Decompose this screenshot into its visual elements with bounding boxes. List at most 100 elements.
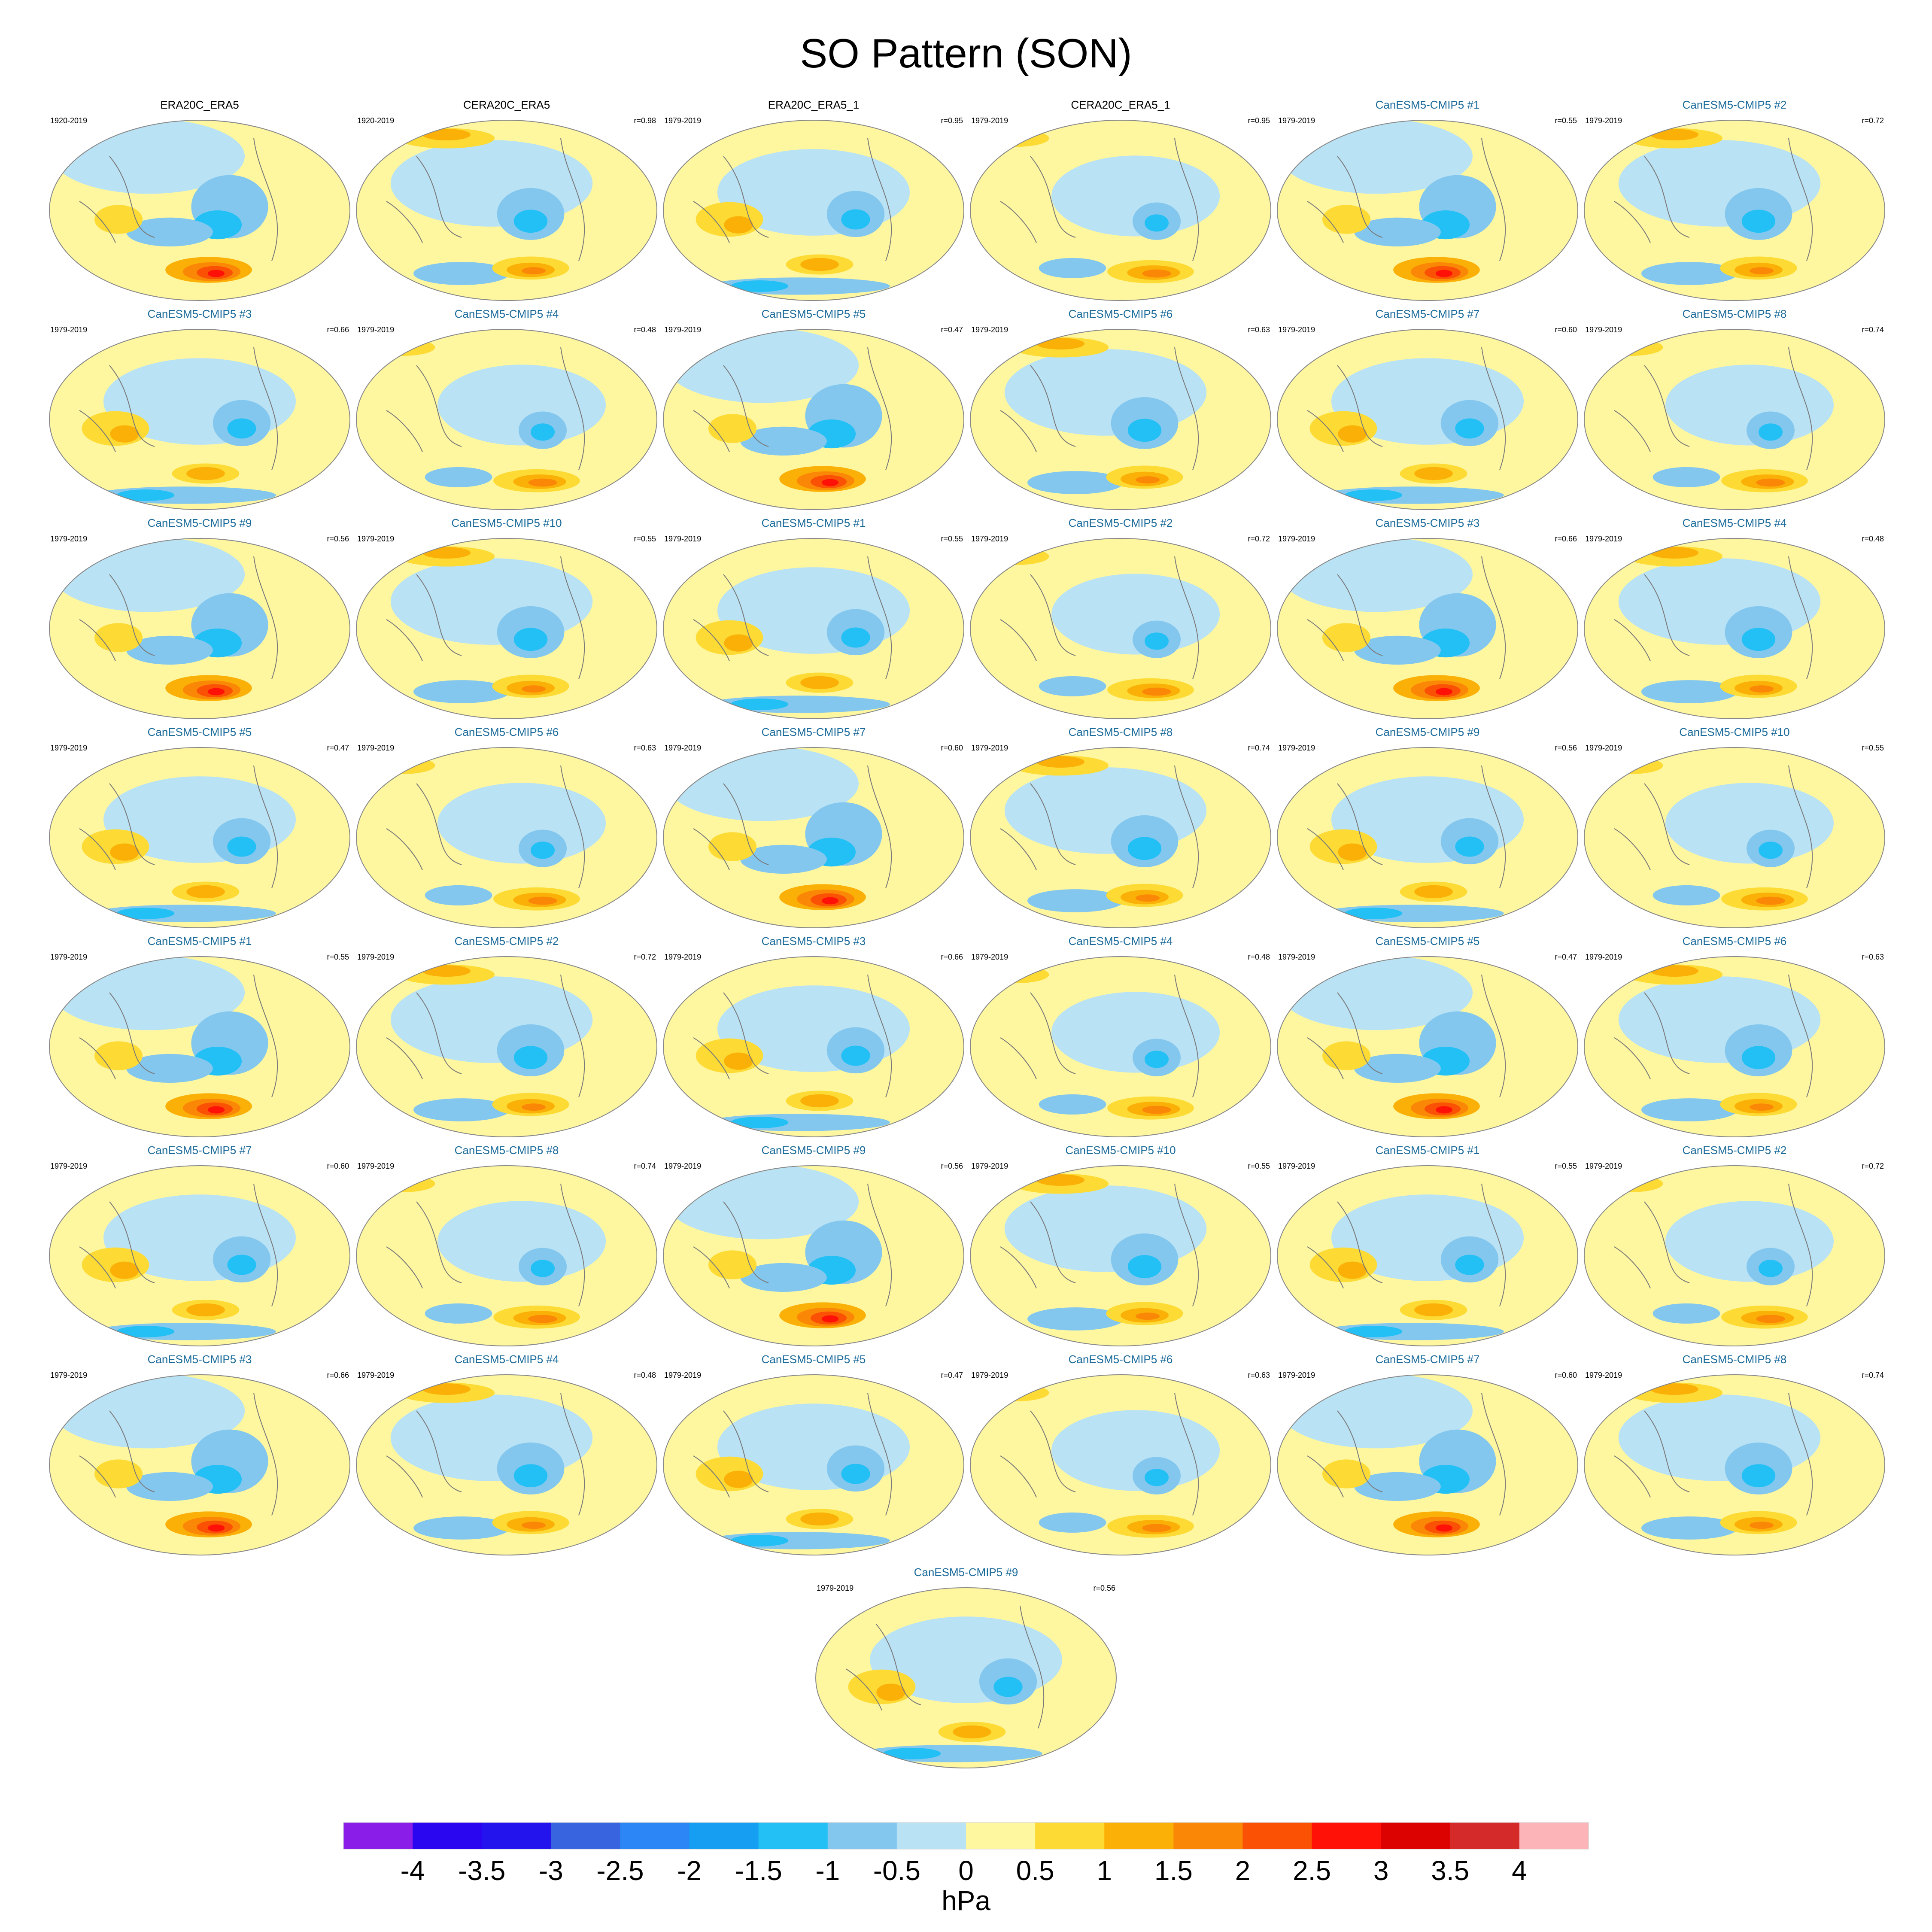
anomaly-contour [425,885,492,905]
panel: CanESM5-CMIP5 #8 1979-2019 r=0.74 [356,1144,657,1346]
anomaly-contour [1414,1303,1453,1317]
panel-title: CanESM5-CMIP5 #4 [1069,935,1173,948]
anomaly-contour [1435,1524,1453,1532]
map-panel [815,1587,1117,1768]
map-outline [663,1374,964,1555]
anomaly-contour [1595,756,1663,775]
panel-correlation: r=0.55 [941,535,963,543]
anomaly-contour [730,1534,789,1546]
map-panel [356,329,657,510]
panel: CanESM5-CMIP5 #3 1979-2019 r=0.66 [49,1353,350,1555]
map-panel [970,1165,1271,1346]
colorbar-swatch [966,1823,1036,1849]
colorbar-swatch [1450,1823,1520,1849]
anomaly-contour [110,843,139,861]
anomaly-contour [116,907,175,919]
anomaly-contour [1741,1464,1776,1488]
map-panel [49,120,350,301]
coastline [1307,1183,1506,1306]
anomaly-contour [1759,1260,1783,1277]
map-panel [49,329,350,510]
anomaly-contour [422,965,471,977]
map-outline [1584,1374,1885,1555]
panel-period: 1979-2019 [357,1371,394,1379]
panel: CERA20C_ERA5_1 1979-2019 r=0.95 [970,98,1271,301]
coastline [1307,1392,1506,1516]
map-outline [49,329,350,510]
colorbar-tick-label: -2.5 [596,1855,644,1886]
map-outline [356,1165,657,1346]
map-panel [49,956,350,1137]
panel: CanESM5-CMIP5 #6 1979-2019 r=0.63 [356,726,657,928]
panel-title: CERA20C_ERA5_1 [1071,98,1170,111]
panel-period: 1979-2019 [357,535,394,543]
panel-title: CanESM5-CMIP5 #3 [762,935,866,948]
panel-period: 1979-2019 [664,116,701,125]
anomaly-contour [368,1175,435,1193]
coastline [79,1392,278,1516]
anomaly-contour [389,1178,408,1184]
map-outline [815,1587,1117,1768]
map-outline [49,747,350,928]
map-panel [1584,1165,1885,1346]
colorbar-swatch [343,1823,413,1849]
anomaly-contour [413,1516,510,1540]
coastline [1307,974,1506,1097]
anomaly-contour [1322,623,1370,652]
coastline [1000,347,1199,470]
anomaly-contour [1027,1307,1124,1331]
panel-correlation: r=0.55 [1862,744,1884,752]
panel-period: 1979-2019 [50,325,87,334]
panel-title: CanESM5-CMIP5 #7 [148,1144,252,1157]
anomaly-contour [528,896,557,905]
panel-correlation: r=0.72 [634,953,656,961]
panel-period: 1979-2019 [50,1162,87,1170]
panel-correlation: r=0.66 [1555,535,1577,543]
map-panel [663,120,964,301]
anomaly-contour [1127,419,1162,442]
map-panel [356,1165,657,1346]
panel-period: 1979-2019 [1278,953,1315,961]
panel-period: 1920-2019 [357,116,394,125]
anomaly-contour [422,1383,471,1395]
anomaly-contour [94,205,143,234]
panel: CanESM5-CMIP5 #5 1979-2019 r=0.47 [1277,935,1578,1137]
map-outline [970,538,1271,719]
anomaly-contour [821,1315,839,1323]
anomaly-contour [1142,269,1171,278]
anomaly-contour [1650,129,1698,141]
panel-period: 1979-2019 [1585,744,1622,752]
anomaly-contour [531,841,555,859]
coastline [1000,1392,1199,1516]
anomaly-contour [821,897,839,905]
map-outline [356,956,657,1137]
panel-period: 1979-2019 [357,744,394,752]
panel-correlation: r=0.63 [1248,1371,1270,1379]
anomaly-contour [522,1103,546,1111]
anomaly-contour [708,1250,756,1279]
colorbar-tick-label: 1.5 [1154,1855,1193,1886]
map-outline [1277,120,1578,301]
panel-period: 1979-2019 [664,535,701,543]
coastline [693,765,892,888]
coastline [79,765,278,888]
anomaly-contour [1002,969,1022,975]
anomaly-contour [1595,1175,1663,1193]
anomaly-contour [1002,1387,1022,1393]
map-panel [663,329,964,510]
anomaly-contour [207,688,225,696]
colorbar-swatch [1242,1823,1312,1849]
panel: CanESM5-CMIP5 #3 1979-2019 r=0.66 [663,935,964,1137]
anomaly-contour [227,1255,256,1275]
panel-title: CanESM5-CMIP5 #9 [148,516,252,529]
anomaly-contour [1344,907,1403,919]
anomaly-contour [1344,1325,1403,1337]
map-panel [356,538,657,719]
panel-title: CanESM5-CMIP5 #8 [1683,307,1787,320]
anomaly-contour [1455,1255,1484,1275]
anomaly-contour [981,547,1049,565]
anomaly-contour [1650,965,1698,977]
panel-correlation: r=0.55 [327,953,349,961]
map-panel [663,956,964,1137]
map-outline [49,120,350,301]
